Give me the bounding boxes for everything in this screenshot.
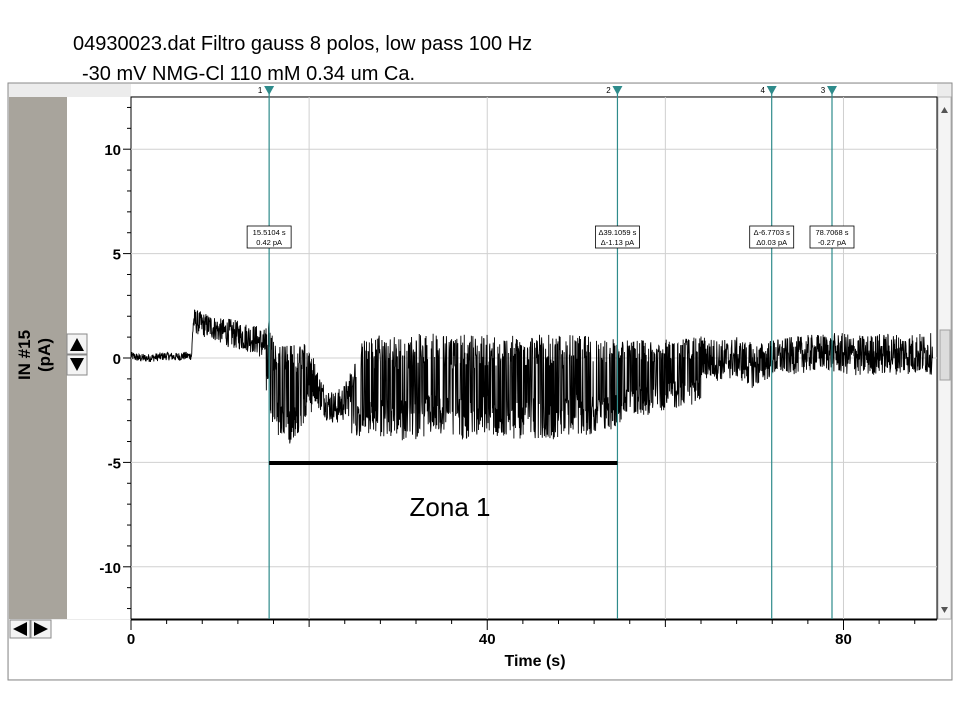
triangle-down-icon xyxy=(70,358,84,371)
x-tick-label: 40 xyxy=(479,631,496,648)
cursor-readout-time: Δ-6.7703 s xyxy=(754,228,791,237)
cursor-readout-time: Δ39.1059 s xyxy=(598,228,636,237)
cursor-readout-box xyxy=(595,225,640,249)
x-axis-label: Time (s) xyxy=(504,653,565,670)
current-trace xyxy=(130,309,933,444)
cursor-id-label: 2 xyxy=(606,86,611,95)
cursor-id-label: 4 xyxy=(760,86,765,95)
y-axis-label-line2: (pA) xyxy=(35,338,54,372)
zone-label: Zona 1 xyxy=(410,492,491,522)
scrollbar-thumb[interactable] xyxy=(939,329,951,381)
cursor-readout-box xyxy=(749,225,795,249)
triangle-left-icon xyxy=(13,622,27,636)
x-tick-label: 0 xyxy=(127,631,135,648)
y-zoom-up-button[interactable] xyxy=(66,333,88,355)
y-tick-label: -10 xyxy=(99,560,121,577)
title-line-1: 04930023.dat Filtro gauss 8 polos, low p… xyxy=(73,33,533,55)
scroll-up-icon[interactable] xyxy=(941,107,948,113)
cursor-readout-current: Δ0.03 pA xyxy=(756,238,787,247)
triangle-right-icon xyxy=(34,622,48,636)
cursor-id-label: 1 xyxy=(258,86,263,95)
cursor-readout-current: 0.42 pA xyxy=(256,238,282,247)
cursor-readout-box xyxy=(246,225,292,249)
scroll-down-icon[interactable] xyxy=(941,607,948,613)
title-line-2: -30 mV NMG-Cl 110 mM 0.34 um Ca. xyxy=(82,63,416,85)
x-scroll-right-button[interactable] xyxy=(30,619,52,639)
y-zoom-down-button[interactable] xyxy=(66,354,88,376)
y-axis-label-line1: IN #15 xyxy=(15,330,34,380)
cursor-marker-icon xyxy=(264,86,275,95)
y-axis-title-panel xyxy=(9,97,67,619)
triangle-up-icon xyxy=(70,338,84,351)
cursor-marker-icon xyxy=(612,86,623,95)
cursor-marker-icon xyxy=(826,86,837,95)
x-tick-label: 80 xyxy=(835,631,852,648)
cursor-readout-time: 78.7068 s xyxy=(816,228,849,237)
x-axis-area xyxy=(9,620,951,679)
x-scroll-left-button[interactable] xyxy=(9,619,31,639)
cursor-readout-current: Δ-1.13 pA xyxy=(601,238,634,247)
y-tick-label: 0 xyxy=(113,351,121,368)
cursor-id-label: 3 xyxy=(821,86,826,95)
cursor-readout-current: -0.27 pA xyxy=(818,238,846,247)
y-tick-label: 10 xyxy=(104,142,121,159)
y-tick-label: 5 xyxy=(113,247,121,264)
cursor-marker-icon xyxy=(766,86,777,95)
y-tick-label: -5 xyxy=(108,455,121,472)
cursor-readout-time: 15.5104 s xyxy=(253,228,286,237)
cursor-readout-box xyxy=(809,225,855,249)
cursor-strip xyxy=(131,84,937,96)
